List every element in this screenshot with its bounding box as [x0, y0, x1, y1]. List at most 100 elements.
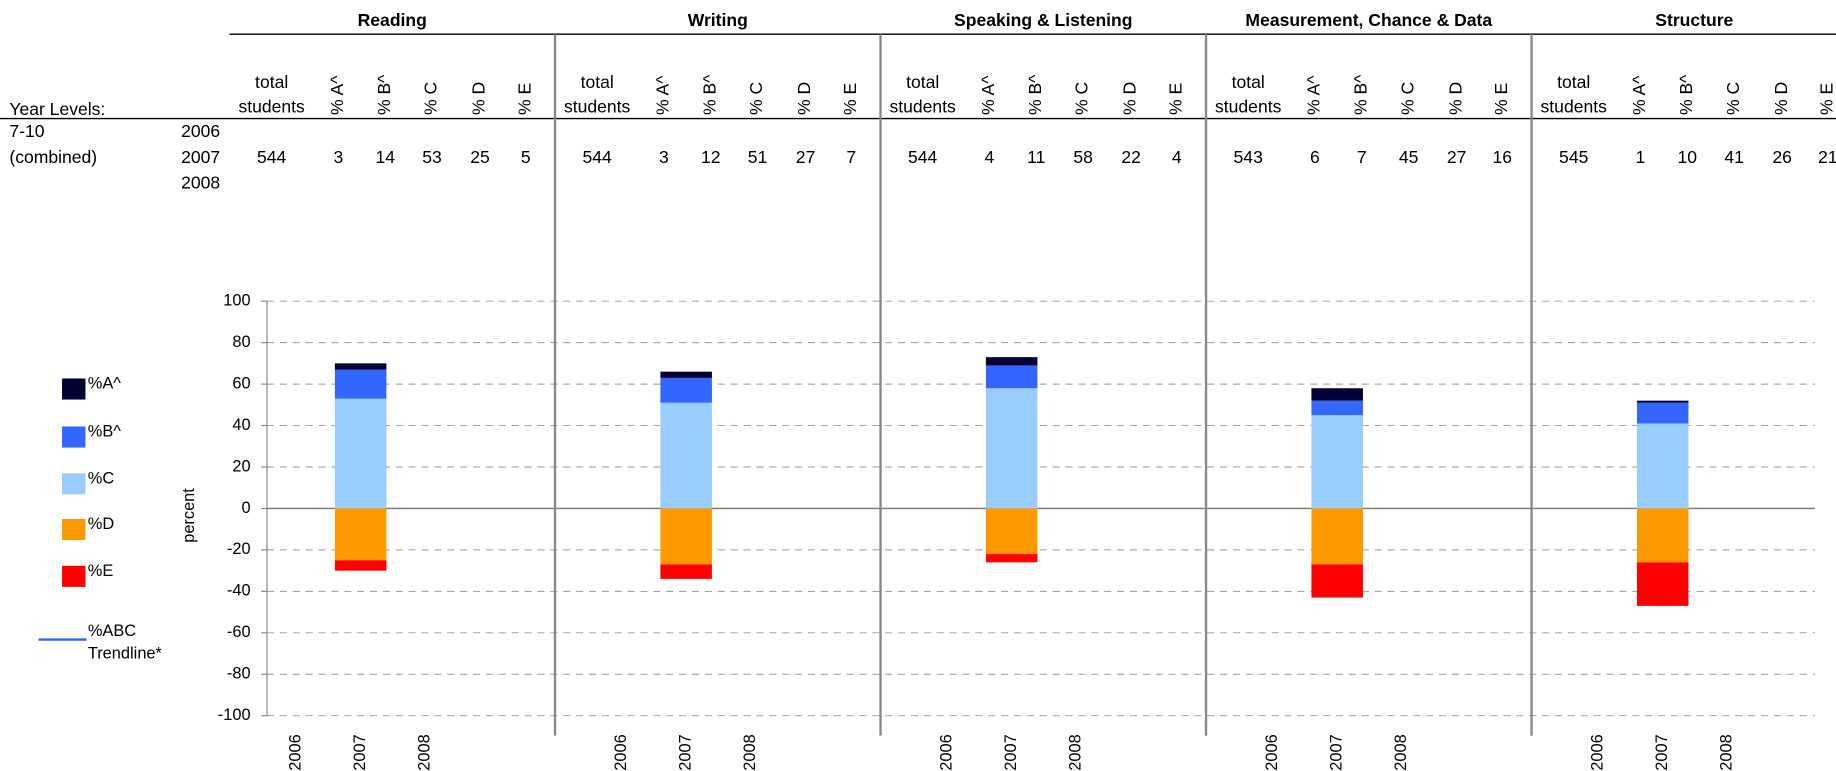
legend-swatch	[62, 378, 86, 400]
x-tick-label: 2006	[287, 734, 305, 770]
cell-total: 543	[1234, 147, 1263, 167]
column-header: % A^	[1629, 75, 1649, 115]
column-header: students	[890, 97, 957, 117]
bar-segment	[334, 560, 387, 571]
column-header: students	[238, 97, 305, 117]
bar-segment	[334, 398, 387, 509]
bar-segment	[1636, 508, 1689, 563]
cell-percent: 11	[1027, 147, 1045, 167]
column-header: % C	[1072, 82, 1092, 115]
y-tick-label: 20	[232, 457, 250, 475]
cell-total: 545	[1559, 147, 1589, 167]
bar-segment	[660, 371, 712, 378]
x-tick-label: 2007	[1002, 734, 1020, 770]
column-header: total	[581, 72, 614, 92]
column-header: % D	[1771, 82, 1791, 115]
legend-label: %E	[88, 562, 114, 580]
legend-label: %C	[88, 470, 115, 488]
bar-segment	[1636, 562, 1689, 606]
bar-segment	[660, 377, 712, 403]
x-tick-label: 2007	[1328, 734, 1346, 770]
legend-entry: %ABC Trendline*	[87, 620, 162, 662]
cell-percent: 10	[1678, 147, 1698, 167]
bar-segment	[660, 564, 712, 579]
bar-segment	[660, 402, 712, 509]
column-header: % E	[1491, 83, 1511, 115]
year-label: 2008	[181, 173, 220, 193]
group-label: 7-10	[9, 121, 44, 141]
column-header: % D	[1120, 82, 1140, 115]
x-tick-label: 2008	[1066, 734, 1084, 770]
year-label: 2007	[181, 147, 220, 167]
column-header: % A^	[653, 75, 673, 115]
column-header: % B^	[1350, 74, 1370, 115]
cell-total: 544	[583, 147, 613, 167]
section-title: Writing	[688, 10, 748, 30]
cell-percent: 7	[1357, 147, 1367, 167]
section-title: Measurement, Chance & Data	[1245, 10, 1492, 30]
section-title: Speaking & Listening	[954, 10, 1132, 30]
column-header: % A^	[1304, 75, 1324, 115]
legend-label: %B^	[88, 423, 121, 441]
section-title: Structure	[1655, 10, 1733, 30]
column-header: % E	[514, 83, 534, 115]
cell-percent: 26	[1772, 147, 1792, 167]
cell-percent: 4	[1172, 147, 1182, 167]
column-header: % E	[1816, 83, 1836, 115]
bar-segment	[1311, 400, 1363, 416]
y-tick-label: 80	[232, 333, 250, 351]
cell-percent: 3	[659, 147, 669, 167]
y-tick-label: 60	[232, 374, 250, 392]
bar-segment	[1311, 388, 1363, 401]
y-axis-label: percent	[180, 488, 198, 543]
cell-percent: 5	[521, 147, 531, 167]
column-header: students	[1215, 97, 1282, 117]
bar-segment	[985, 508, 1038, 555]
cell-total: 544	[257, 147, 287, 167]
x-tick-label: 2006	[1589, 734, 1607, 770]
column-header: % A^	[327, 75, 347, 115]
y-tick-label: 40	[232, 416, 250, 434]
column-header: % C	[1723, 82, 1743, 115]
cell-percent: 16	[1493, 147, 1513, 167]
column-header: % B^	[374, 74, 394, 115]
legend-label: %A^	[88, 375, 121, 393]
bar-segment	[334, 508, 387, 561]
y-tick-label: -80	[227, 665, 251, 683]
column-header: % C	[421, 82, 441, 115]
section-title: Reading	[358, 10, 427, 30]
cell-percent: 45	[1399, 147, 1419, 167]
legend-swatch	[62, 426, 86, 448]
cell-percent: 51	[748, 147, 768, 167]
year-levels-label: Year Levels:	[9, 99, 105, 119]
bar-segment	[985, 357, 1038, 366]
bar-segment	[660, 508, 712, 565]
bar-segment	[1636, 402, 1689, 424]
y-tick-label: -20	[227, 540, 251, 558]
cell-percent: 14	[375, 147, 395, 167]
x-tick-label: 2008	[1717, 734, 1735, 770]
cell-percent: 25	[470, 147, 490, 167]
x-tick-label: 2006	[612, 734, 630, 770]
x-tick-label: 2006	[938, 734, 956, 770]
year-label: 2006	[181, 121, 220, 141]
bar-segment	[334, 369, 387, 399]
cell-percent: 58	[1073, 147, 1093, 167]
column-header: % E	[1165, 83, 1185, 115]
x-tick-label: 2008	[415, 734, 433, 770]
y-tick-label: -60	[227, 623, 251, 641]
x-tick-label: 2007	[1653, 734, 1671, 770]
bar-segment	[1636, 400, 1689, 403]
legend-label: %ABC Trendline*	[87, 620, 162, 662]
cell-percent: 3	[334, 147, 344, 167]
cell-percent: 22	[1121, 147, 1141, 167]
legend-swatch	[62, 473, 86, 495]
y-tick-label: 0	[241, 499, 250, 517]
x-tick-label: 2008	[1392, 734, 1410, 770]
bar-segment	[1636, 423, 1689, 509]
bar-segment	[334, 363, 387, 370]
column-header: total	[255, 72, 288, 92]
x-tick-label: 2006	[1263, 734, 1281, 770]
y-tick-label: -100	[218, 706, 251, 724]
